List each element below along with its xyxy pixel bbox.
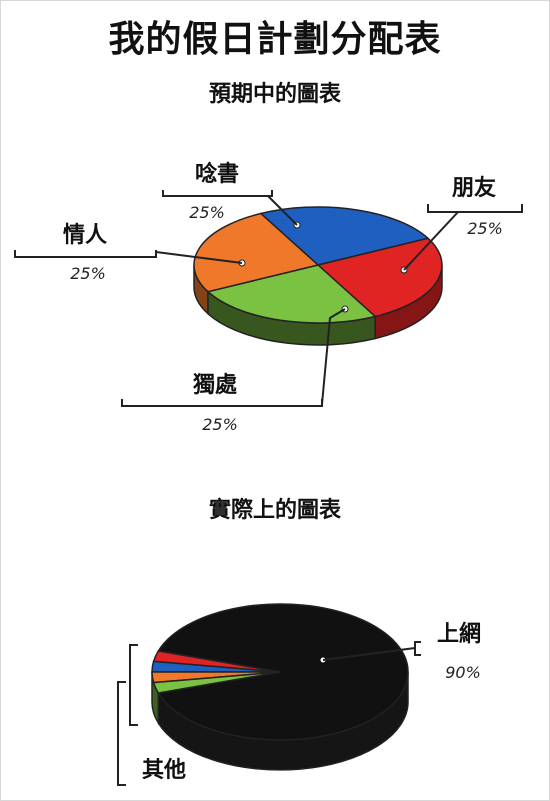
leader-alone — [321, 308, 346, 405]
value-lover: 25% — [70, 264, 106, 283]
bracket-study — [162, 190, 273, 197]
pie2-slice-internet — [157, 603, 409, 741]
value-study: 25% — [189, 203, 225, 222]
leader-lover — [155, 251, 243, 264]
leader-friends — [403, 211, 459, 271]
pie2-slice-other-green — [152, 671, 281, 694]
pie1-slice-friends — [316, 237, 443, 318]
chart1-title: 預期中的圖表 — [208, 82, 341, 107]
chart2-title: 實際上的圖表 — [208, 498, 341, 523]
bracket-internet — [414, 641, 421, 656]
leader-internet — [322, 647, 416, 661]
value-internet: 90% — [445, 663, 481, 682]
bracket-alone — [121, 399, 323, 407]
label-lover: 情人 — [63, 222, 107, 248]
chart2: 上網 90% 其他 — [117, 603, 481, 786]
value-friends: 25% — [467, 219, 503, 238]
label-study: 唸書 — [195, 161, 239, 187]
label-other: 其他 — [142, 758, 186, 783]
bracket-friends — [427, 204, 523, 213]
pie1-leaders — [14, 190, 523, 407]
pie2-leaders — [117, 641, 421, 786]
page-title: 我的假日計劃分配表 — [108, 19, 442, 60]
label-alone: 獨處 — [192, 373, 237, 398]
label-friends: 朋友 — [452, 176, 496, 201]
label-internet: 上網 — [437, 621, 481, 647]
pie1-slice-lover — [193, 212, 320, 293]
chart1: 唸書 25% 朋友 25% 獨處 25% 情人 25% — [14, 161, 523, 434]
leader-study — [267, 195, 298, 226]
value-alone: 25% — [202, 415, 238, 434]
bracket-other-inner — [129, 644, 138, 726]
bracket-lover — [14, 250, 157, 258]
bracket-other-outer — [117, 681, 126, 786]
pie1-slice-alone — [206, 264, 377, 324]
